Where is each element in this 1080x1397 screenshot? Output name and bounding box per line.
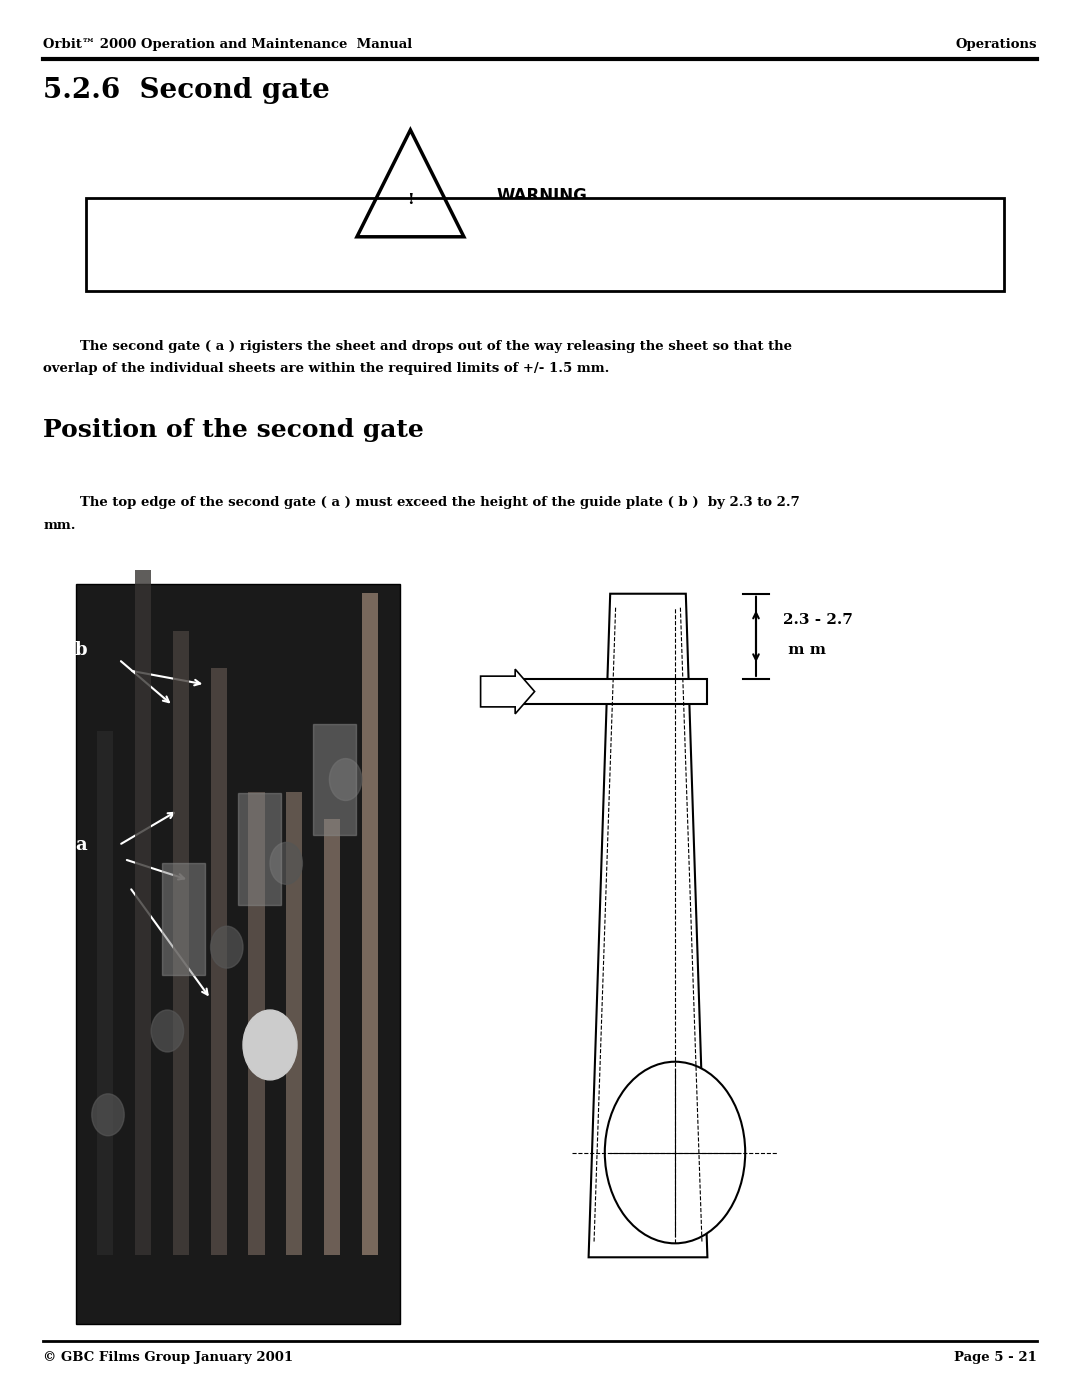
Text: Page 5 - 21: Page 5 - 21 (954, 1351, 1037, 1365)
Bar (313, 724, 356, 835)
Text: a: a (76, 837, 86, 854)
Circle shape (329, 759, 362, 800)
Text: 2.3 - 2.7: 2.3 - 2.7 (783, 612, 853, 627)
Text: 5.2.6  Second gate: 5.2.6 Second gate (43, 77, 330, 105)
Bar (97, 731, 113, 1255)
Text: The top edge of the second gate ( a ) must exceed the height of the guide plate : The top edge of the second gate ( a ) mu… (43, 496, 800, 510)
Circle shape (270, 842, 302, 884)
Text: Orbit™ 2000 Operation and Maintenance  Manual: Orbit™ 2000 Operation and Maintenance Ma… (43, 38, 413, 52)
Text: The second gate ( a ) rigisters the sheet and drops out of the way releasing the: The second gate ( a ) rigisters the shee… (43, 339, 793, 353)
Bar (162, 863, 205, 975)
Bar (248, 792, 265, 1255)
Circle shape (92, 1094, 124, 1136)
Bar (324, 819, 340, 1255)
Circle shape (151, 1010, 184, 1052)
Text: overlap of the individual sheets are within the required limits of +/- 1.5 mm.: overlap of the individual sheets are wit… (43, 362, 609, 376)
Bar (76, 584, 400, 1324)
FancyBboxPatch shape (86, 198, 1004, 291)
Bar (286, 792, 302, 1255)
Bar (211, 668, 227, 1255)
Circle shape (605, 1062, 745, 1243)
Bar (173, 631, 189, 1255)
Text: mm.: mm. (43, 518, 76, 532)
Text: © GBC Films Group January 2001: © GBC Films Group January 2001 (43, 1351, 294, 1365)
Bar (362, 594, 378, 1255)
Text: m m: m m (783, 643, 826, 658)
Bar (135, 570, 151, 1255)
Bar (524, 679, 707, 704)
Text: !: ! (407, 193, 414, 207)
Text: Position of the second gate: Position of the second gate (43, 418, 424, 443)
Text: WARNING: WARNING (497, 187, 588, 204)
Circle shape (243, 1010, 297, 1080)
Text: Operations: Operations (956, 38, 1037, 52)
Text: b: b (75, 641, 87, 658)
Text: CAUTION: Only a qualified service technician may adjust the second gate.: CAUTION: Only a qualified service techni… (244, 237, 847, 251)
Bar (238, 793, 281, 905)
FancyArrow shape (481, 669, 535, 714)
Circle shape (211, 926, 243, 968)
